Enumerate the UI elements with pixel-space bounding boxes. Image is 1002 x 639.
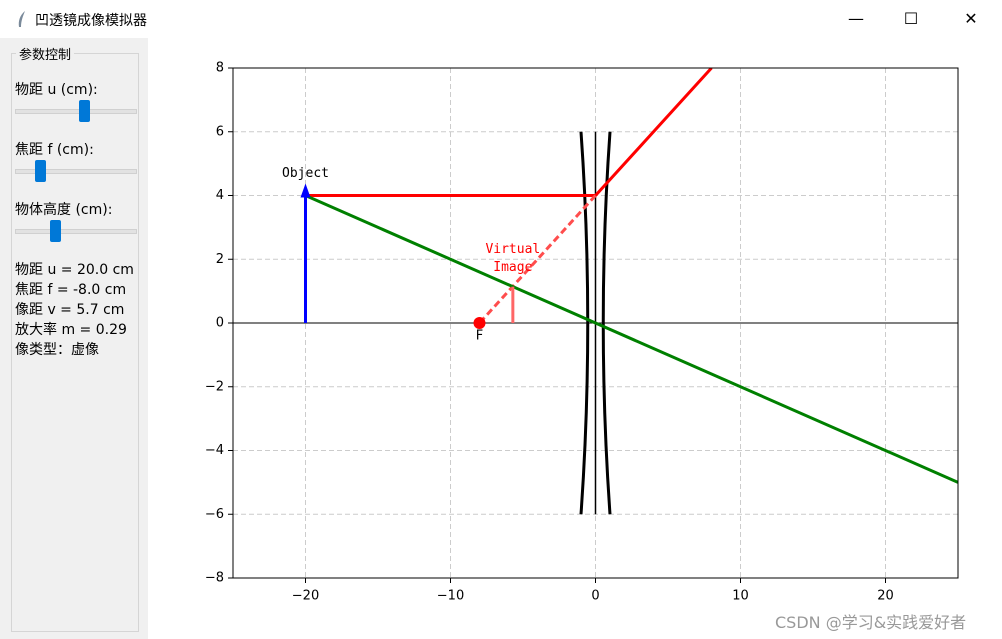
slider-track[interactable] [15, 109, 137, 114]
close-button[interactable]: ✕ [964, 9, 978, 28]
slider-label: 焦距 f (cm): [15, 142, 94, 158]
x-tick-label: 0 [591, 589, 599, 604]
y-tick-label: −4 [205, 443, 224, 458]
x-tick-label: −20 [292, 589, 319, 604]
title-bar: 凹透镜成像模拟器 — ☐ ✕ [0, 0, 1002, 38]
minimize-button[interactable]: — [848, 9, 864, 28]
chart: −20 −10 0 10 20−8−6−4−202468ObjectVirtualIma… [205, 61, 959, 604]
x-tick-label: 20 [877, 589, 894, 604]
maximize-button[interactable]: ☐ [903, 9, 919, 28]
slider-track[interactable] [15, 169, 137, 174]
image-label: Virtual [485, 242, 540, 257]
app-icon [18, 11, 25, 27]
slider-thumb[interactable] [35, 160, 46, 182]
y-tick-label: 4 [216, 188, 224, 203]
y-tick-label: 2 [216, 252, 224, 267]
info-text: 像类型：虚像 [15, 342, 99, 358]
x-tick-label: 10 [732, 589, 749, 604]
slider-label: 物体高度 (cm): [15, 202, 113, 218]
control-group [11, 53, 139, 632]
image-label: Image [493, 260, 532, 275]
info-text: 焦距 f = -8.0 cm [15, 282, 127, 298]
plot-frame [232, 67, 959, 579]
info-text: 物距 u = 20.0 cm [15, 262, 134, 278]
y-tick-label: 6 [216, 124, 224, 139]
y-tick-label: −2 [205, 379, 224, 394]
slider-track[interactable] [15, 229, 137, 234]
slider-thumb[interactable] [50, 220, 61, 242]
x-tick-label: −10 [437, 589, 464, 604]
ray-line [478, 194, 597, 325]
y-tick-label: 8 [216, 61, 224, 76]
window-title: 凹透镜成像模拟器 [35, 13, 147, 29]
watermark: CSDN @学习&实践爱好者 [775, 613, 967, 632]
focal-label: F [476, 329, 483, 344]
info-text: 像距 v = 5.7 cm [15, 302, 125, 318]
slider-thumb[interactable] [79, 100, 90, 122]
control-panel: 参数控制 物距 u (cm): 焦距 f (cm): 物体高度 (cm): 物距… [0, 38, 148, 639]
info-text: 放大率 m = 0.29 [15, 322, 127, 338]
y-tick-label: −6 [205, 507, 224, 522]
y-tick-label: 0 [216, 316, 224, 331]
slider-label: 物距 u (cm): [15, 82, 98, 98]
focal-point [473, 317, 486, 329]
group-title: 参数控制 [16, 44, 75, 63]
object-label: Object [282, 166, 329, 181]
lens-surface [579, 131, 590, 515]
y-tick-label: −8 [205, 571, 224, 586]
ray-line [304, 194, 958, 484]
object-arrowhead [300, 183, 311, 198]
